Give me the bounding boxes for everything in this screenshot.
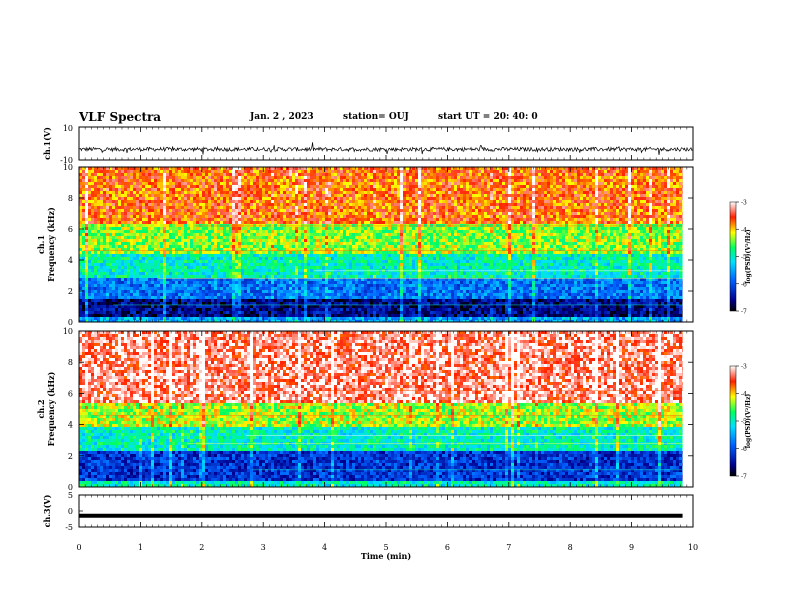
time-tick-label: 7 <box>506 543 511 552</box>
ch1-spectro-colorbar-tick-label: -6 <box>741 281 747 288</box>
ch1-spectro-ytick-label: 8 <box>68 194 73 203</box>
ch1-spectro-image <box>79 167 683 322</box>
time-tick-label: 5 <box>383 543 388 552</box>
ch2-spectro-colorbar-tick-label: -5 <box>741 419 747 426</box>
time-tick-label: 1 <box>138 543 143 552</box>
ch1-ylabel: ch.1(V) <box>42 127 52 160</box>
time-tick-label: 6 <box>445 543 450 552</box>
ch2-spectro-colorbar <box>729 365 737 477</box>
ch3-ytick-label: -5 <box>65 523 73 532</box>
ch1-spectro-ylabel-channel: ch.1 <box>36 235 46 254</box>
ch1-spectro-ytick-label: 6 <box>68 225 73 234</box>
ch1-ytick-label: -10 <box>60 156 73 165</box>
ch2-spectro-colorbar-label: log(PSD)(V²/Hz) <box>745 394 752 449</box>
ch2-spectro-ytick-label: 8 <box>68 358 73 367</box>
ch2-spectro-colorbar-tick-label: -3 <box>741 364 747 371</box>
ch1-spectro-line-features <box>83 225 683 306</box>
ch3-ytick-label: 0 <box>68 507 73 516</box>
time-tick-label: 10 <box>688 543 698 552</box>
ch2-spectro-colorbar-tick-label: -4 <box>741 391 747 398</box>
ch1-spectro-colorbar-tick-label: -3 <box>741 200 747 207</box>
ch2-spectro-line-features <box>93 389 683 471</box>
ch2-spectro-ytick-label: 4 <box>68 421 73 430</box>
ch2-spectro-ylabel-frequency: Frequency (kHz) <box>46 371 56 446</box>
ch2-spectro-ytick-label: 6 <box>68 389 73 398</box>
ch2-spectro-ylabel-channel: ch.2 <box>36 399 46 418</box>
ch1-spectro-colorbar-label: log(PSD)(V²/Hz) <box>745 229 752 284</box>
ch1-spectro-ytick-label: 2 <box>68 287 73 296</box>
ch1-spectro-ytick-label: 4 <box>68 256 73 265</box>
ch1-spectro-colorbar-tick-label: -7 <box>741 309 747 316</box>
ch1-spectro-colorbar <box>729 201 737 312</box>
ch2-spectro-ytick-label: 10 <box>63 327 73 336</box>
ch1-spectro-ytick-label: 10 <box>63 163 73 172</box>
time-tick-label: 2 <box>199 543 204 552</box>
ch1-trace <box>78 142 693 156</box>
time-tick-label: 9 <box>629 543 634 552</box>
ch3-ylabel: ch.3(V) <box>42 494 52 527</box>
ch3-ytick-label: 5 <box>68 491 73 500</box>
ch1-spectro-colorbar-tick-label: -4 <box>741 227 747 234</box>
time-tick-label: 3 <box>261 543 266 552</box>
ch2-spectro-ytick-label: 2 <box>68 452 73 461</box>
ch1-spectro-colorbar-tick-label: -5 <box>741 254 747 261</box>
ch1-ytick-label: 10 <box>63 124 73 133</box>
chart-title: VLF Spectra <box>79 110 161 124</box>
date-label: Jan. 2 , 2023 <box>250 112 314 122</box>
ch2-spectro-colorbar-tick-label: -7 <box>741 474 747 481</box>
ch2-spectro-image <box>79 331 683 487</box>
time-tick-label: 8 <box>568 543 573 552</box>
time-tick-label: 4 <box>322 543 327 552</box>
time-axis-label: Time (min) <box>361 551 411 561</box>
ch2-spectro-colorbar-tick-label: -6 <box>741 446 747 453</box>
ch1-spectro-ytick-label: 0 <box>68 318 73 327</box>
station-label: station= OUJ <box>343 112 409 122</box>
ch1-spectro-ylabel-frequency: Frequency (kHz) <box>46 207 56 282</box>
time-tick-label: 0 <box>76 543 81 552</box>
ch2-spectro-ytick-label: 0 <box>68 483 73 492</box>
start-time-label: start UT = 20: 40: 0 <box>438 112 538 122</box>
